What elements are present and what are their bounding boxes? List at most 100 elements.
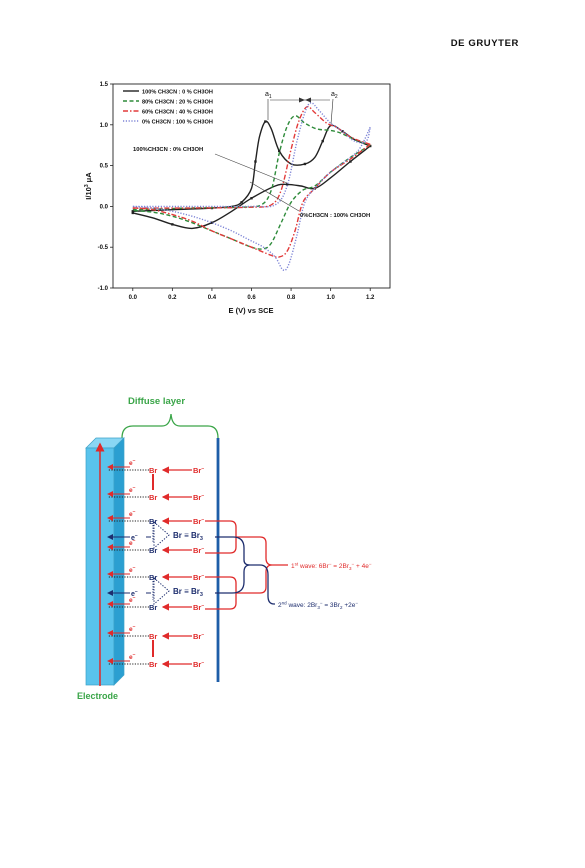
electrode-side-face (113, 437, 125, 686)
x-axis-label: E (V) vs SCE (228, 306, 273, 315)
electrode-label: Electrode (77, 691, 118, 701)
series-1-marker (171, 223, 174, 226)
first-wave-label: 1st wave: 6Br− = 2Br3− + 4e− (291, 562, 372, 572)
x-ticks: 0.0 0.2 0.4 0.6 0.8 1.0 1.2 (129, 288, 375, 301)
series-1-marker (254, 160, 257, 163)
electron-label: e− (129, 538, 136, 547)
second-wave-brackets (215, 536, 275, 605)
series-1-marker (321, 139, 324, 143)
first-wave-merge-bracket (259, 536, 288, 594)
series-1-marker (285, 183, 289, 186)
x-tick-label: 0.4 (208, 295, 217, 301)
bromine-atom-label: Br (149, 493, 157, 502)
bromide-ion-label: Br− (193, 573, 204, 582)
bromine-atom-label: Br (149, 573, 157, 582)
series-1-reverse-scan (132, 145, 371, 230)
series-1-marker (131, 211, 134, 215)
electrode (85, 437, 125, 686)
diffuse-layer-brace (121, 413, 219, 439)
series-1-marker (240, 201, 243, 204)
label-backdrop (130, 531, 146, 541)
peak-shift-arrowhead-right (305, 97, 311, 103)
y-axis-label: I/103 μA (84, 172, 93, 200)
series-1-marker (341, 130, 344, 133)
bromide-ion-label: Br− (193, 517, 204, 526)
series-layer (131, 102, 372, 271)
bromine-atom-label: Br (149, 603, 157, 612)
left-note: 100%CH3CN : 0% CH3OH (133, 147, 203, 153)
y-tick-label: 0.0 (100, 204, 109, 210)
series-4-reverse-scan (132, 126, 371, 271)
electron-label: e− (129, 624, 136, 633)
y-tick-label: 1.5 (100, 82, 109, 88)
series-1-marker (210, 221, 214, 224)
second-wave-bracket (215, 536, 275, 605)
left-note-pointer (214, 153, 288, 184)
series-1-marker (369, 144, 372, 148)
right-note: 0%CH3CN : 100% CH3OH (300, 213, 370, 219)
label-backdrop (130, 587, 146, 597)
legend-label-4: 0% CH3CN : 100 % CH3OH (142, 120, 213, 126)
x-tick-label: 1.2 (366, 295, 375, 301)
right-note-pointer (249, 181, 300, 212)
electron-label: e− (129, 485, 136, 494)
legend-entry-1: 100% CH3CN : 0 % CH3OH (123, 90, 213, 96)
diffuse-layer-title: Diffuse layer (128, 396, 185, 407)
peak-annotations: a1 a2 100%CH3CN : 0% CH3OH 0%CH3CN : 100… (133, 91, 370, 219)
y-tick-label: 0.5 (100, 164, 109, 170)
y-tick-label: 1.0 (100, 123, 109, 129)
bromide-ion-label: Br− (193, 546, 204, 555)
tribromide-group-1: Br ≡ Br3 (153, 520, 203, 550)
bromide-ion-label: Br− (193, 603, 204, 612)
y-ticks: -1.0 -0.5 0.0 0.5 1.0 1.5 (98, 82, 113, 292)
cyclic-voltammogram-chart: 0.0 0.2 0.4 0.6 0.8 1.0 1.2 -1.0 -0.5 0.0 0.5 1.0 1… (84, 82, 391, 315)
series-3-forward-scan (132, 105, 371, 209)
series-1-marker (303, 162, 307, 166)
x-tick-label: 0.0 (129, 295, 138, 301)
peak-label-a1: a1 (265, 91, 272, 100)
legend-entry-3: 60% CH3CN : 40 % CH3OH (123, 110, 213, 116)
chart-axes: 0.0 0.2 0.4 0.6 0.8 1.0 1.2 -1.0 -0.5 0.0 0.5 1.0 1… (84, 82, 391, 315)
electron-label: e− (131, 533, 138, 542)
bromine-atom-label: Br (149, 517, 157, 526)
series-1-marker (349, 160, 352, 163)
bromide-ion-label: Br− (193, 660, 204, 669)
electron-transfer-rows: e−Br Br−e−Br Br−e−Br Br−e−e−Br Br−e−Br Br−e−e… (107, 458, 204, 669)
series-1-marker (264, 120, 267, 123)
second-wave-label: 2nd wave: 2Br3− = 3Br2 +2e− (278, 601, 358, 611)
series-1-marker (131, 210, 134, 213)
bromine-atom-label: Br (149, 546, 157, 555)
electron-label: e− (129, 652, 136, 661)
legend-label-2: 80% CH3CN : 20 % CH3OH (142, 100, 213, 106)
bromine-atom-label: Br (149, 660, 157, 669)
peak-label-a2: a2 (331, 91, 338, 100)
tribromide-equation-1: Br ≡ Br3 (173, 531, 203, 542)
x-tick-label: 1.0 (326, 295, 335, 301)
x-tick-label: 0.8 (287, 295, 296, 301)
legend-entry-4: 0% CH3CN : 100 % CH3OH (123, 120, 213, 126)
electron-label: e− (131, 589, 138, 598)
electron-label: e− (129, 458, 136, 467)
publisher-name: DE GRUYTER (450, 38, 519, 49)
legend-entry-2: 80% CH3CN : 20 % CH3OH (123, 100, 213, 106)
y-tick-label: -0.5 (98, 245, 109, 251)
electron-label: e− (129, 565, 136, 574)
series-2-forward-scan (132, 115, 371, 211)
y-tick-label: -1.0 (98, 286, 109, 292)
tribromide-equation-2: Br ≡ Br3 (173, 587, 203, 598)
series-1-marker (250, 197, 253, 200)
peak-a2-pointer (330, 98, 334, 125)
legend-label-3: 60% CH3CN : 40 % CH3OH (142, 110, 213, 116)
bromine-atom-label: Br (149, 466, 157, 475)
legend: 100% CH3CN : 0 % CH3OH 80% CH3CN : 20 % … (123, 90, 213, 126)
tribromide-group-2: Br ≡ Br3 (153, 576, 203, 606)
series-1-marker (278, 149, 281, 153)
x-tick-label: 0.2 (168, 295, 177, 301)
electron-label: e− (129, 595, 136, 604)
bromide-ion-label: Br− (193, 632, 204, 641)
legend-label-1: 100% CH3CN : 0 % CH3OH (142, 90, 213, 96)
bromide-ion-label: Br− (193, 493, 204, 502)
peak-shift-arrowhead-left (299, 97, 305, 103)
x-tick-label: 0.6 (247, 295, 256, 301)
